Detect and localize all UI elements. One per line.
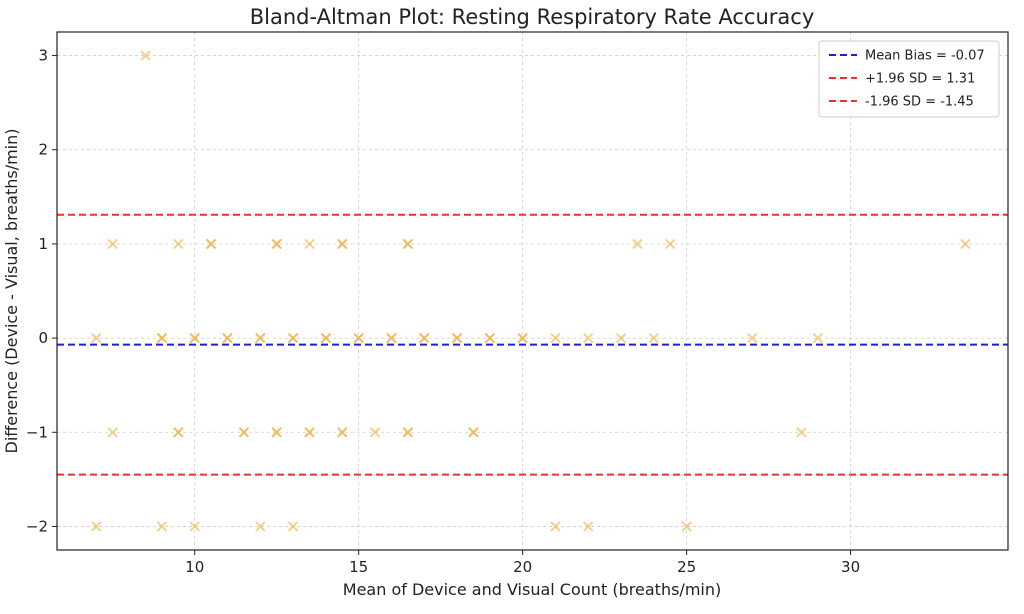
data-point	[484, 332, 496, 344]
legend: Mean Bias = -0.07 +1.96 SD = 1.31 -1.96 SD…	[818, 40, 1000, 118]
data-point	[583, 521, 594, 532]
data-point	[238, 427, 250, 438]
data-point	[960, 238, 971, 250]
data-point	[91, 332, 102, 344]
y-tick-label: −1	[26, 423, 48, 441]
data-point	[402, 427, 414, 438]
x-tick-label: 30	[841, 558, 860, 576]
data-point	[550, 332, 561, 344]
data-point	[812, 332, 824, 344]
data-point	[107, 427, 118, 438]
x-tick-label: 15	[349, 558, 368, 576]
data-point	[320, 332, 332, 344]
data-point	[255, 332, 266, 344]
data-point	[287, 521, 299, 532]
legend-box	[818, 40, 1000, 118]
x-axis-label: Mean of Device and Visual Count (breaths…	[343, 580, 721, 599]
data-point	[353, 332, 364, 344]
plot-frame	[56, 31, 1009, 551]
data-point	[205, 238, 217, 250]
y-axis-label: Difference (Device - Visual, breaths/min…	[2, 129, 21, 454]
data-point	[550, 521, 561, 532]
data-point	[271, 427, 282, 438]
data-point	[796, 427, 807, 438]
data-point	[173, 427, 184, 438]
data-point	[386, 332, 397, 344]
x-axis-ticks: 10 15 20 25 30	[185, 550, 860, 576]
y-axis-ticks: −2 −1 0 1 2 3	[26, 47, 57, 535]
data-point	[271, 238, 282, 250]
data-point	[747, 332, 758, 344]
y-tick-label: 2	[38, 141, 48, 159]
data-point	[632, 238, 643, 250]
data-point	[419, 332, 430, 344]
data-point	[222, 332, 233, 344]
legend-label: -1.96 SD = -1.45	[865, 95, 974, 110]
data-point	[140, 50, 151, 61]
data-point	[615, 332, 627, 344]
data-point	[681, 521, 692, 532]
data-point	[337, 238, 348, 250]
data-point	[583, 332, 594, 344]
data-point	[156, 332, 168, 344]
data-point	[287, 332, 299, 344]
data-point	[665, 238, 676, 250]
legend-label: +1.96 SD = 1.31	[865, 72, 975, 87]
reference-lines	[57, 213, 1008, 476]
data-point	[173, 238, 184, 250]
chart-title: Bland-Altman Plot: Resting Respiratory R…	[250, 5, 815, 29]
data-point	[369, 427, 381, 438]
data-point	[189, 332, 200, 344]
data-point	[156, 521, 168, 532]
x-tick-label: 25	[677, 558, 696, 576]
data-point	[304, 238, 315, 250]
data-point	[337, 427, 348, 438]
data-point	[468, 427, 479, 438]
data-point	[189, 521, 200, 532]
data-point	[402, 238, 414, 250]
data-point	[648, 332, 660, 344]
data-points	[91, 50, 971, 532]
y-tick-label: −2	[26, 517, 48, 535]
data-point	[91, 521, 102, 532]
data-point	[517, 332, 528, 344]
x-tick-label: 20	[513, 558, 532, 576]
legend-label: Mean Bias = -0.07	[865, 49, 985, 64]
data-point	[255, 521, 266, 532]
grid-layer	[57, 32, 1008, 550]
y-tick-label: 3	[38, 47, 48, 65]
data-point	[107, 238, 118, 250]
data-point	[304, 427, 315, 438]
data-point	[451, 332, 463, 344]
y-tick-label: 0	[38, 329, 48, 347]
x-tick-label: 10	[185, 558, 204, 576]
y-tick-label: 1	[38, 235, 48, 253]
